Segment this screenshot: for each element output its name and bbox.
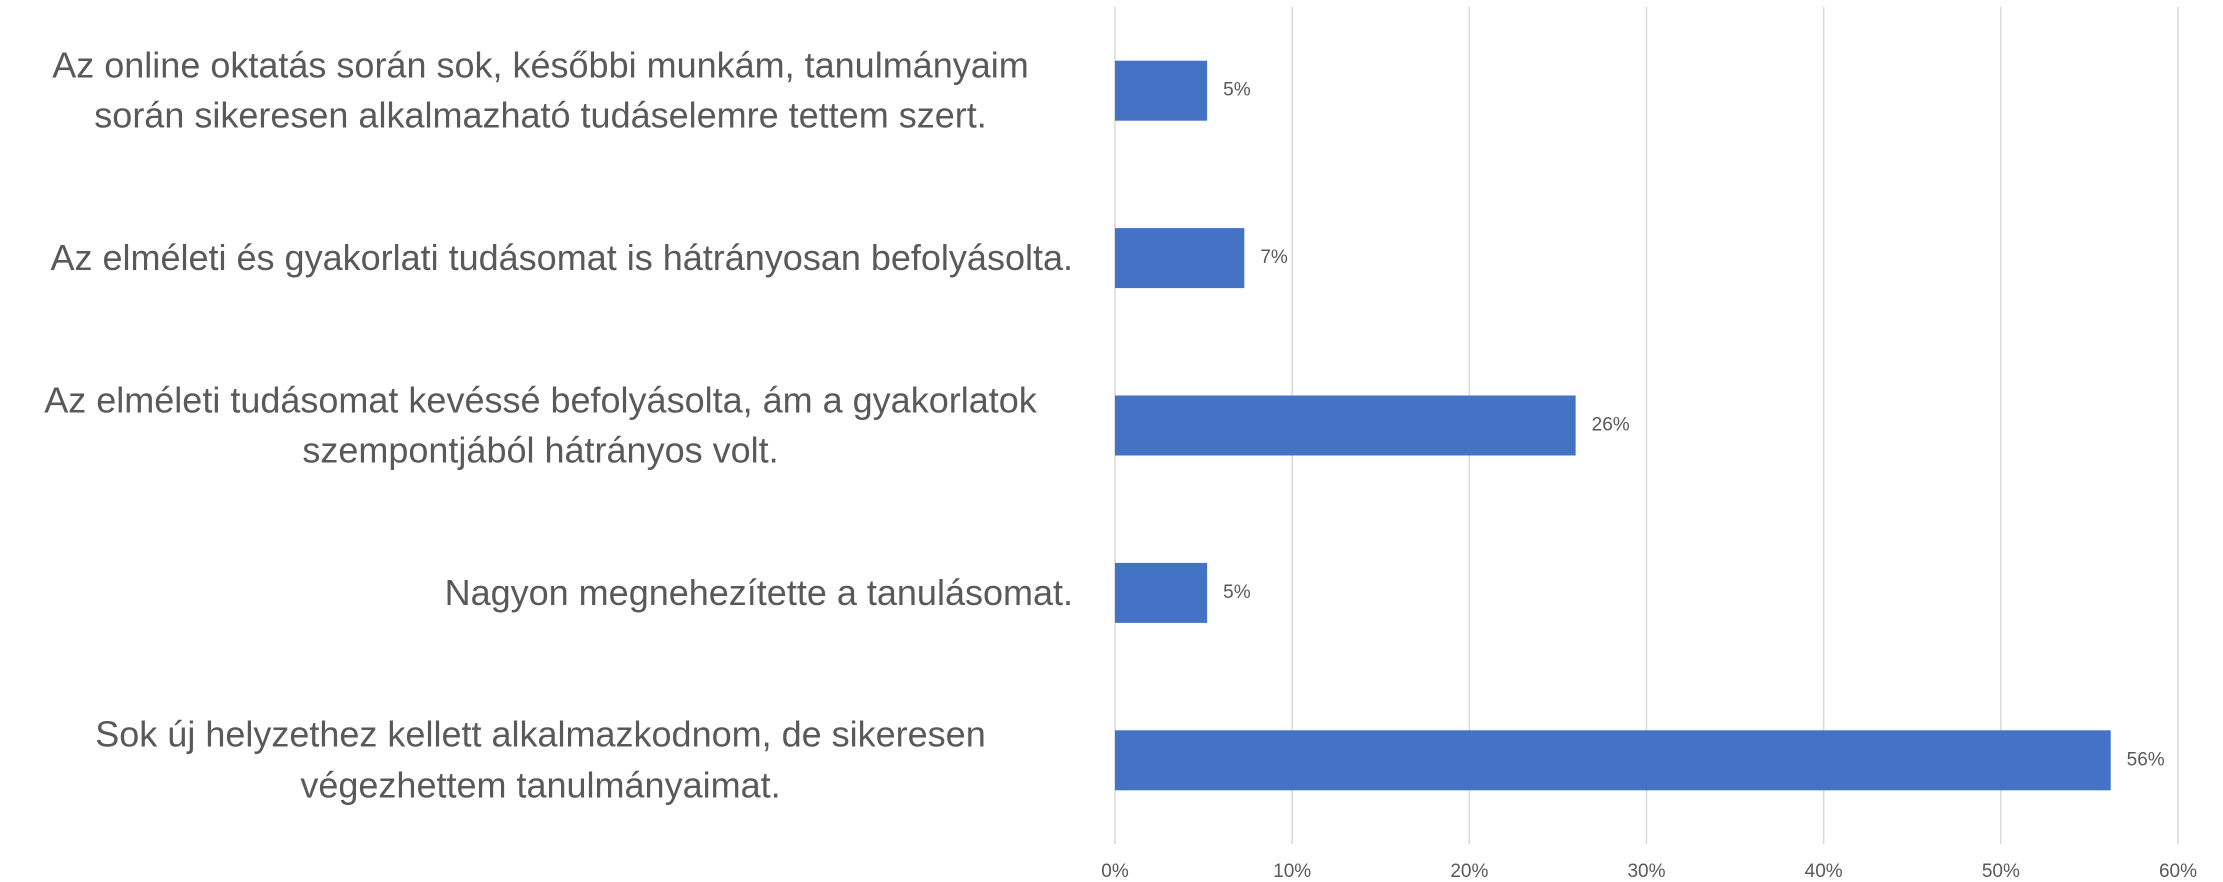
data-label: 56% <box>2127 749 2165 770</box>
bar <box>1115 730 2111 791</box>
x-tick-label: 10% <box>1273 861 1311 882</box>
x-tick-label: 40% <box>1805 861 1843 882</box>
x-tick-label: 50% <box>1982 861 2020 882</box>
category-label: Sok új helyzethez kellett alkalmazkodnom… <box>95 713 986 806</box>
bar <box>1115 562 1208 623</box>
category-label-box: Nagyon megnehezítette a tanulásomat. <box>8 568 1073 618</box>
category-label: Az elméleti tudásomat kevéssé befolyásol… <box>44 379 1037 471</box>
bar <box>1115 395 1576 456</box>
data-label: 5% <box>1223 582 1251 603</box>
category-label-box: Az elméleti tudásomat kevéssé befolyásol… <box>8 375 1073 476</box>
category-label: Az online oktatás során sok, későbbi mun… <box>52 44 1029 136</box>
x-tick-label: 0% <box>1101 861 1129 882</box>
category-label-box: Az online oktatás során sok, későbbi mun… <box>8 40 1073 141</box>
x-tick-label: 20% <box>1450 861 1488 882</box>
data-label: 5% <box>1223 80 1251 101</box>
category-label-box: Az elméleti és gyakorlati tudásomat is h… <box>8 233 1073 283</box>
bar <box>1115 228 1245 289</box>
data-label: 7% <box>1260 247 1288 268</box>
bar <box>1115 60 1208 121</box>
data-label: 26% <box>1592 415 1630 436</box>
x-tick-label: 60% <box>2159 861 2197 882</box>
category-label: Nagyon megnehezítette a tanulásomat. <box>444 571 1073 613</box>
category-label-box: Sok új helyzethez kellett alkalmazkodnom… <box>8 710 1073 811</box>
category-label: Az elméleti és gyakorlati tudásomat is h… <box>50 236 1073 278</box>
x-tick-label: 30% <box>1627 861 1665 882</box>
